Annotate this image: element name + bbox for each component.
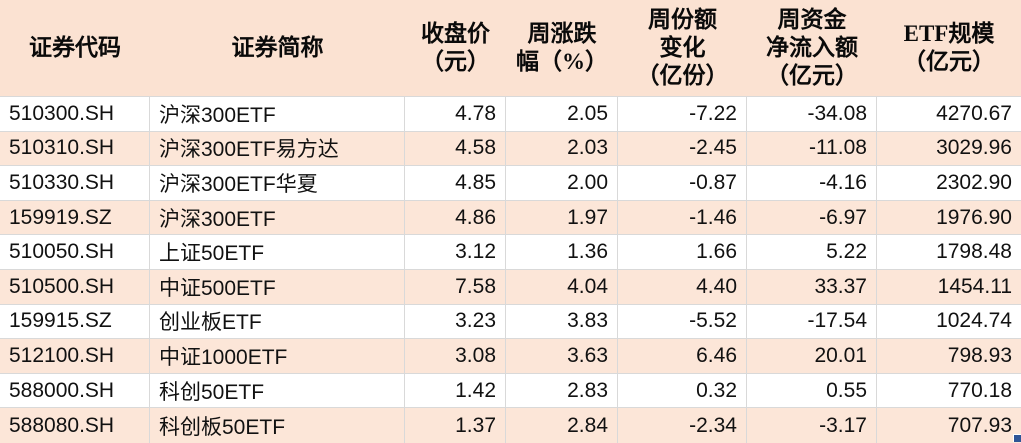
- cell-net_inflow[interactable]: -11.08: [747, 131, 877, 167]
- cell-share_change[interactable]: 1.66: [618, 235, 747, 270]
- cell-code[interactable]: 159919.SZ: [0, 200, 150, 236]
- cell-close[interactable]: 4.86: [405, 200, 506, 236]
- cell-code[interactable]: 588080.SH: [0, 408, 150, 443]
- cell-close[interactable]: 3.12: [405, 235, 506, 270]
- cell-week_change[interactable]: 2.00: [506, 166, 618, 201]
- selection-fill-handle[interactable]: [1013, 434, 1021, 442]
- cell-code[interactable]: 510330.SH: [0, 166, 150, 201]
- cell-etf_scale[interactable]: 1024.74: [877, 304, 1021, 340]
- cell-share_change[interactable]: -2.34: [618, 408, 747, 443]
- cell-week_change[interactable]: 1.97: [506, 200, 618, 236]
- cell-week_change[interactable]: 2.83: [506, 373, 618, 409]
- cell-name[interactable]: 沪深300ETF: [150, 97, 405, 132]
- cell-net_inflow[interactable]: -17.54: [747, 304, 877, 340]
- cell-share_change[interactable]: 6.46: [618, 339, 747, 374]
- cell-week_change[interactable]: 3.83: [506, 304, 618, 340]
- cell-etf_scale[interactable]: 770.18: [877, 373, 1021, 409]
- cell-name[interactable]: 沪深300ETF: [150, 200, 405, 236]
- cell-week_change[interactable]: 2.84: [506, 408, 618, 443]
- cell-close[interactable]: 3.08: [405, 339, 506, 374]
- cell-close[interactable]: 1.42: [405, 373, 506, 409]
- cell-week_change[interactable]: 2.03: [506, 131, 618, 167]
- cell-etf_scale[interactable]: 2302.90: [877, 166, 1021, 201]
- cell-share_change[interactable]: -5.52: [618, 304, 747, 340]
- cell-share_change[interactable]: -0.87: [618, 166, 747, 201]
- cell-code[interactable]: 588000.SH: [0, 373, 150, 409]
- cell-code[interactable]: 510500.SH: [0, 269, 150, 305]
- cell-share_change[interactable]: -2.45: [618, 131, 747, 167]
- cell-net_inflow[interactable]: 20.01: [747, 339, 877, 374]
- cell-net_inflow[interactable]: 33.37: [747, 269, 877, 305]
- column-header-etf-scale[interactable]: ETF规模 （亿元）: [877, 0, 1021, 97]
- cell-share_change[interactable]: 0.32: [618, 373, 747, 409]
- cell-etf_scale[interactable]: 1798.48: [877, 235, 1021, 270]
- cell-close[interactable]: 4.78: [405, 97, 506, 132]
- cell-name[interactable]: 上证50ETF: [150, 235, 405, 270]
- cell-name[interactable]: 创业板ETF: [150, 304, 405, 340]
- cell-net_inflow[interactable]: -34.08: [747, 97, 877, 132]
- cell-net_inflow[interactable]: -4.16: [747, 166, 877, 201]
- cell-etf_scale[interactable]: 707.93: [877, 408, 1021, 443]
- column-header-share-change[interactable]: 周份额 变化 （亿份）: [618, 0, 747, 97]
- cell-name[interactable]: 科创50ETF: [150, 373, 405, 409]
- cell-name[interactable]: 科创板50ETF: [150, 408, 405, 443]
- column-header-net-inflow[interactable]: 周资金 净流入额 （亿元）: [747, 0, 877, 97]
- cell-week_change[interactable]: 2.05: [506, 97, 618, 132]
- cell-share_change[interactable]: -7.22: [618, 97, 747, 132]
- cell-name[interactable]: 沪深300ETF华夏: [150, 166, 405, 201]
- cell-close[interactable]: 4.85: [405, 166, 506, 201]
- cell-share_change[interactable]: -1.46: [618, 200, 747, 236]
- cell-net_inflow[interactable]: 0.55: [747, 373, 877, 409]
- column-header-name[interactable]: 证券简称: [150, 0, 405, 97]
- cell-week_change[interactable]: 3.63: [506, 339, 618, 374]
- cell-name[interactable]: 沪深300ETF易方达: [150, 131, 405, 167]
- cell-etf_scale[interactable]: 798.93: [877, 339, 1021, 374]
- cell-net_inflow[interactable]: -6.97: [747, 200, 877, 236]
- cell-net_inflow[interactable]: -3.17: [747, 408, 877, 443]
- cell-etf_scale[interactable]: 1976.90: [877, 200, 1021, 236]
- cell-name[interactable]: 中证1000ETF: [150, 339, 405, 374]
- cell-code[interactable]: 159915.SZ: [0, 304, 150, 340]
- cell-close[interactable]: 3.23: [405, 304, 506, 340]
- cell-code[interactable]: 510310.SH: [0, 131, 150, 167]
- cell-etf_scale[interactable]: 3029.96: [877, 131, 1021, 167]
- cell-etf_scale[interactable]: 4270.67: [877, 97, 1021, 132]
- cell-close[interactable]: 1.37: [405, 408, 506, 443]
- column-header-week-change[interactable]: 周涨跌 幅（%）: [506, 0, 618, 97]
- cell-etf_scale[interactable]: 1454.11: [877, 269, 1021, 305]
- cell-code[interactable]: 510300.SH: [0, 97, 150, 132]
- column-header-close[interactable]: 收盘价 （元）: [405, 0, 506, 97]
- cell-close[interactable]: 7.58: [405, 269, 506, 305]
- cell-week_change[interactable]: 1.36: [506, 235, 618, 270]
- cell-week_change[interactable]: 4.04: [506, 269, 618, 305]
- cell-share_change[interactable]: 4.40: [618, 269, 747, 305]
- cell-close[interactable]: 4.58: [405, 131, 506, 167]
- cell-code[interactable]: 510050.SH: [0, 235, 150, 270]
- cell-code[interactable]: 512100.SH: [0, 339, 150, 374]
- cell-net_inflow[interactable]: 5.22: [747, 235, 877, 270]
- column-header-code[interactable]: 证券代码: [0, 0, 150, 97]
- cell-name[interactable]: 中证500ETF: [150, 269, 405, 305]
